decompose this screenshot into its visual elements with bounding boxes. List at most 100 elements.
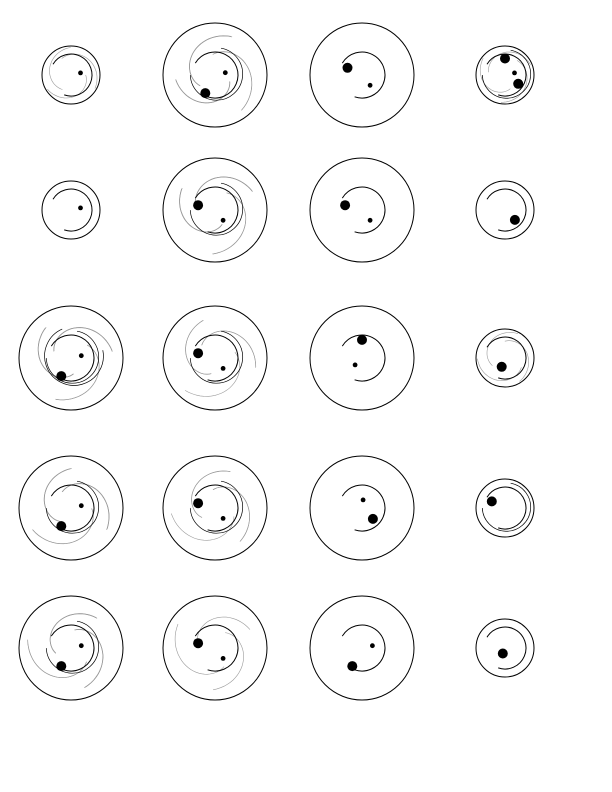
figure-cell-r5-c4 [475,618,535,678]
outer-circle [18,455,124,561]
figure-cell-r1-c4 [475,45,535,105]
outer-circle [475,328,535,388]
small-dot [220,217,226,223]
outer-circle [41,180,101,240]
swirl-curve [500,60,528,103]
swirl-curve [191,470,230,518]
swirl-curve [61,53,98,89]
large-dot [513,78,524,89]
swirl-curve [504,340,530,382]
swirl-curve [213,632,244,691]
outer-circle [309,157,415,263]
inner-arc [341,51,386,99]
outer-circle [162,22,268,128]
figure-cell-r2-c2 [162,157,268,263]
outer-circle [309,455,415,561]
small-dot [78,205,83,211]
swirl-curve [191,470,231,518]
small-dot [220,516,226,521]
swirl-curve [53,327,113,352]
swirl-curve [170,513,235,541]
swirl-curve [74,629,104,688]
swirl-curve [213,486,250,542]
figure-cell-r4-c3 [309,455,415,561]
figure-cell-r3-c2 [162,305,268,411]
swirl-curve [194,176,253,209]
large-dot [56,661,67,672]
inner-arc [486,53,527,97]
outer-circle [475,180,535,240]
large-dot [500,53,510,64]
outer-circle [309,595,415,701]
swirl-curve [55,344,100,401]
swirl-curve [74,629,104,688]
outer-circle [41,45,101,105]
swirl-curve [212,51,252,111]
swirl-curve [201,330,257,368]
swirl-curve [196,616,251,648]
large-dot [497,648,508,659]
large-dot [357,334,367,345]
outer-circle [162,455,268,561]
outer-circle [309,22,415,128]
inner-arc [50,334,95,382]
large-dot [193,638,204,649]
outer-circle [309,305,415,411]
inner-arc [194,186,239,234]
inner-arc [50,624,95,672]
outer-circle [475,45,535,105]
inner-arc [50,484,95,532]
swirl-curve [174,623,225,675]
swirl-curve [188,35,231,87]
large-dot [56,371,67,382]
inner-arc [486,336,527,380]
inner-arc [194,334,239,382]
swirl-curve [49,613,97,654]
swirl-curve [201,330,256,368]
small-dot [78,353,84,359]
small-dot [78,643,84,649]
inner-arc [189,330,243,384]
inner-arc [341,186,386,234]
large-dot [193,498,204,509]
figure-cell-r4-c2 [162,455,268,561]
small-dot [370,643,375,649]
swirl-curve [175,79,230,103]
swirl-curve [195,176,253,209]
inner-arc [486,486,527,530]
small-dot [78,70,83,76]
outer-circle [162,595,268,701]
small-dot [352,362,358,368]
inner-arc [45,480,99,534]
inner-arc [341,484,386,532]
inner-arc [341,334,386,382]
inner-arc [189,480,243,534]
large-dot [509,214,520,225]
swirl-curve [212,192,247,255]
figure-cell-r5-c3 [309,595,415,701]
small-dot [360,497,366,503]
swirl-curve [189,35,232,87]
figure-cell-r2-c3 [309,157,415,263]
small-dot [220,366,226,371]
inner-arc [44,328,104,386]
swirl-curve [27,639,87,678]
large-dot [496,361,507,372]
swirl-curve [179,189,223,233]
large-dot [486,496,497,507]
outer-circle [18,305,124,411]
inner-arc [341,624,386,672]
swirl-curve [195,176,253,209]
figure-cell-r5-c1 [18,595,124,701]
small-dot [78,503,84,509]
inner-arc [194,51,239,99]
swirl-curve [212,192,247,255]
inner-arc [52,53,93,97]
swirl-curve [32,508,94,544]
small-dot [222,70,228,76]
swirl-curve [179,188,223,233]
swirl-curve [184,352,241,397]
inner-arc [194,484,239,532]
